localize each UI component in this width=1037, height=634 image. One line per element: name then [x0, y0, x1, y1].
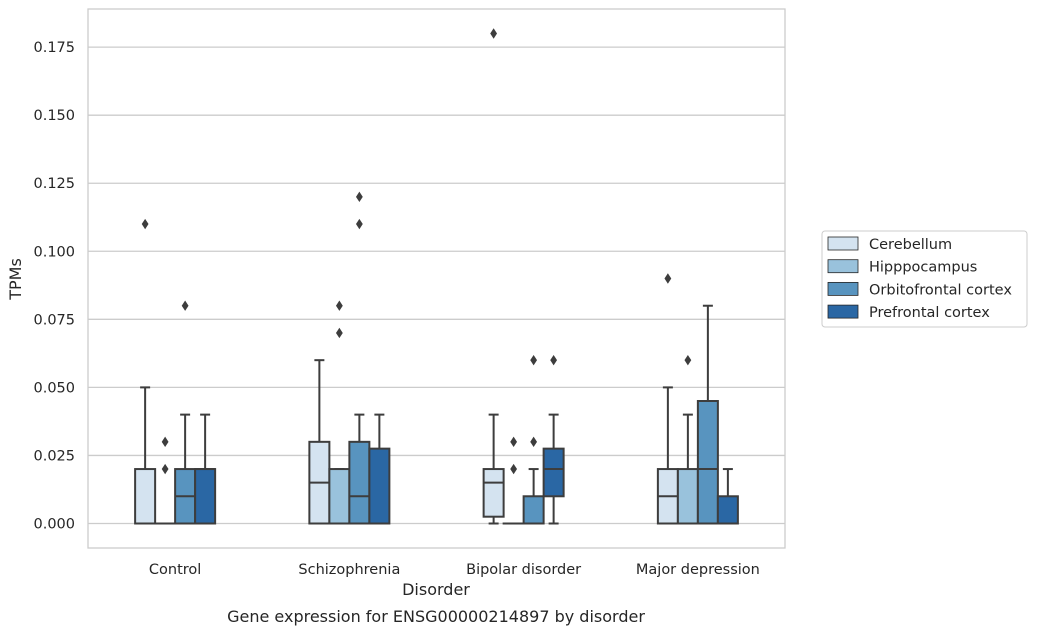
x-tick-label: Control [149, 562, 201, 578]
outlier-point [355, 191, 363, 203]
outlier-point [510, 436, 518, 448]
box-hipppocampus [154, 436, 177, 525]
legend-label: Prefrontal cortex [869, 305, 990, 321]
grid-lines [88, 46, 785, 525]
outlier-point [684, 354, 692, 366]
plot-frame [87, 8, 786, 549]
outlier-point [664, 273, 672, 284]
y-tick-label: 0.175 [33, 40, 75, 56]
box-body [194, 468, 217, 525]
box-cerebellum [656, 273, 679, 525]
box-orbitofrontal-cortex [174, 300, 197, 525]
outlier-point [530, 354, 538, 366]
legend-label: Hipppocampus [869, 260, 977, 276]
box-prefrontal-cortex [542, 354, 565, 525]
box-prefrontal-cortex [368, 413, 391, 525]
box-body [328, 468, 351, 525]
outlier-point [355, 218, 363, 230]
box-cerebellum [134, 218, 157, 525]
x-axis-label: Disorder [402, 580, 470, 599]
box-body [696, 400, 719, 525]
box-orbitofrontal-cortex [696, 304, 719, 525]
y-tick-label: 0.125 [33, 176, 75, 192]
box-body [482, 468, 505, 518]
y-tick-label: 0.000 [33, 517, 75, 533]
x-tick-label: Bipolar disorder [466, 562, 581, 578]
outlier-point [530, 436, 538, 448]
box-hipppocampus [676, 354, 699, 525]
y-tick-label: 0.100 [33, 244, 75, 260]
box-hipppocampus [328, 300, 351, 525]
legend-items: Cerebellum Hipppocampus Orbitofrontal cort… [827, 236, 1012, 321]
x-tick-label: Schizophrenia [298, 562, 400, 578]
legend-frame [821, 230, 1028, 328]
y-tick-label: 0.075 [33, 312, 75, 328]
box-cerebellum [482, 28, 505, 525]
legend-swatch [827, 236, 859, 251]
x-tick-labels: Control Schizophrenia Bipolar disorder Majo… [149, 562, 760, 578]
box-cerebellum [308, 359, 331, 525]
outlier-point [550, 354, 558, 366]
box-prefrontal-cortex [194, 413, 217, 525]
chart-caption: Gene expression for ENSG00000214897 by d… [227, 607, 645, 626]
box-groups [134, 28, 739, 525]
box-body [134, 468, 157, 525]
outlier-point [510, 463, 518, 475]
outlier-point [335, 327, 343, 339]
box-body [522, 495, 545, 525]
box-orbitofrontal-cortex [348, 191, 371, 525]
box-body [716, 495, 739, 525]
y-tick-label: 0.150 [33, 108, 75, 124]
y-axis-label: TPMs [6, 258, 25, 301]
box-body [676, 468, 699, 525]
legend-swatch [827, 259, 859, 274]
y-tick-labels: 0.000 0.025 0.050 0.075 0.100 0.125 0.150 0.175 [33, 40, 75, 532]
legend-label: Orbitofrontal cortex [869, 282, 1012, 298]
legend-swatch [827, 304, 859, 319]
box-body [368, 447, 391, 525]
box-hipppocampus [502, 436, 525, 525]
outlier-point [490, 28, 498, 39]
legend: Cerebellum Hipppocampus Orbitofrontal cort… [821, 230, 1028, 328]
outlier-point [141, 218, 149, 230]
outlier-point [181, 300, 189, 311]
y-tick-label: 0.050 [33, 380, 75, 396]
outlier-point [335, 300, 343, 311]
box-orbitofrontal-cortex [522, 354, 545, 525]
legend-label: Cerebellum [869, 237, 952, 253]
outlier-point [161, 436, 169, 448]
legend-swatch [827, 281, 859, 296]
box-body [348, 440, 371, 525]
outlier-point [161, 463, 169, 475]
y-tick-label: 0.025 [33, 448, 75, 464]
box-body [542, 447, 565, 498]
x-tick-label: Major depression [636, 562, 760, 578]
box-prefrontal-cortex [716, 468, 739, 525]
